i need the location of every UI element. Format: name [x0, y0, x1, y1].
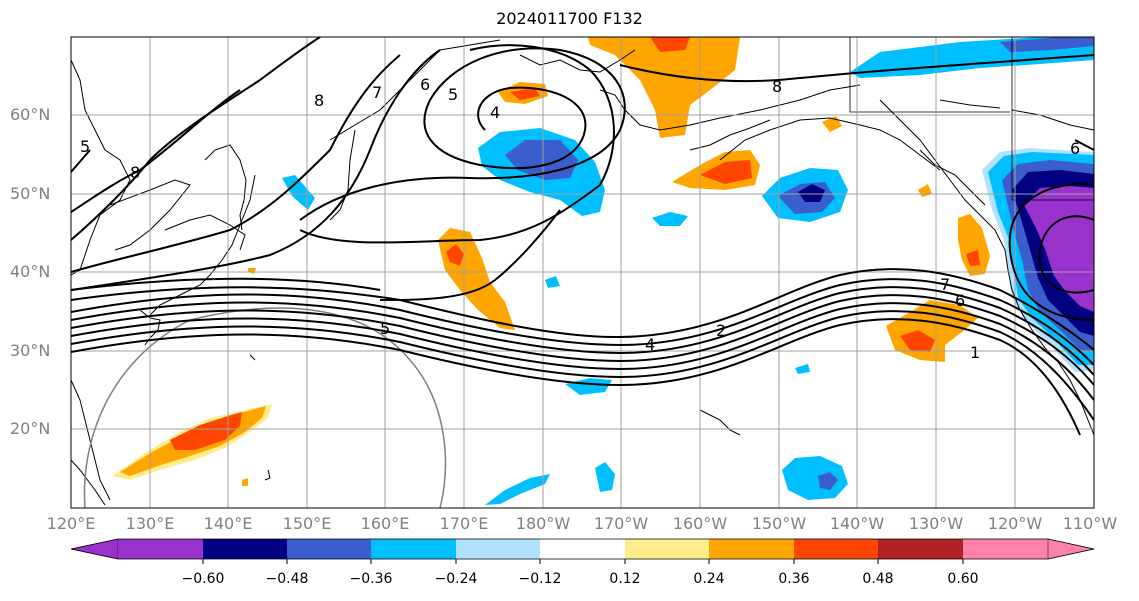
svg-text:6: 6 [955, 291, 965, 310]
contour-value-labels: 8 7 6 5 4 8 8 7 6 5 4 2 1 6 5 [80, 75, 1080, 362]
lat-label: 60°N [10, 105, 51, 124]
lon-label: 140°W [829, 514, 885, 533]
svg-text:8: 8 [130, 163, 140, 182]
colorbar-tick-label: −0.36 [349, 571, 393, 587]
lon-label: 170°E [439, 514, 489, 533]
colorbar-bin [625, 539, 709, 559]
lon-label: 150°E [282, 514, 332, 533]
colorbar-bin [540, 539, 625, 559]
lon-label: 180°W [515, 514, 571, 533]
colorbar-bin [963, 539, 1048, 559]
svg-text:6: 6 [1070, 139, 1080, 158]
gray-circle-outline [83, 307, 447, 508]
colorbar-tick-label: −0.24 [434, 571, 478, 587]
lon-label: 160°E [360, 514, 410, 533]
colorbar-high-extend [1047, 538, 1095, 560]
contour-lines [71, 37, 1094, 436]
colorbar-bin [287, 539, 371, 559]
lon-label: 160°W [672, 514, 728, 533]
lat-label: 20°N [10, 419, 51, 438]
svg-text:4: 4 [645, 335, 655, 354]
colorbar-bin [456, 539, 540, 559]
lon-label: 130°W [908, 514, 964, 533]
svg-text:7: 7 [372, 83, 382, 102]
lon-label: 120°W [987, 514, 1043, 533]
colorbar-bin [794, 539, 878, 559]
svg-text:5: 5 [380, 319, 390, 338]
svg-text:4: 4 [490, 103, 500, 122]
colorbar-tick-label: 0.12 [609, 571, 641, 587]
colorbar-tick-label: −0.60 [181, 571, 225, 587]
svg-text:8: 8 [772, 77, 782, 96]
country-borders [849, 37, 1094, 201]
colorbar-bin [709, 539, 794, 559]
lat-label: 50°N [10, 184, 51, 203]
svg-text:6: 6 [420, 75, 430, 94]
map-title: 2024011700 F132 [496, 9, 643, 28]
svg-text:1: 1 [970, 343, 980, 362]
svg-text:8: 8 [314, 91, 324, 110]
colorbar-bin [371, 539, 456, 559]
colorbar-tick-label: 0.36 [778, 571, 810, 587]
colorbar-tick-label: 0.24 [693, 571, 725, 587]
lon-label: 120°E [46, 514, 96, 533]
svg-text:5: 5 [448, 85, 458, 104]
lon-label: 140°E [203, 514, 253, 533]
lon-label: 150°W [751, 514, 807, 533]
colorbar-tick-label: −0.48 [265, 571, 309, 587]
svg-text:7: 7 [940, 275, 950, 294]
colorbar-tick-label: −0.12 [518, 571, 562, 587]
lon-label: 130°E [125, 514, 175, 533]
colorbar-tick-label: 0.48 [862, 571, 894, 587]
colorbar-bin [878, 539, 963, 559]
colorbar-bin [203, 539, 287, 559]
lon-label: 110°W [1062, 514, 1118, 533]
positive-anomaly-shading [112, 37, 990, 486]
lon-label: 170°W [593, 514, 649, 533]
lat-label: 40°N [10, 262, 51, 281]
colorbar-bin [118, 539, 203, 559]
svg-text:2: 2 [716, 321, 726, 340]
lat-label: 30°N [10, 341, 51, 360]
colorbar-low-extend [70, 538, 119, 560]
svg-text:5: 5 [80, 137, 90, 156]
colorbar [70, 538, 1095, 564]
colorbar-tick-label: 0.60 [947, 571, 979, 587]
